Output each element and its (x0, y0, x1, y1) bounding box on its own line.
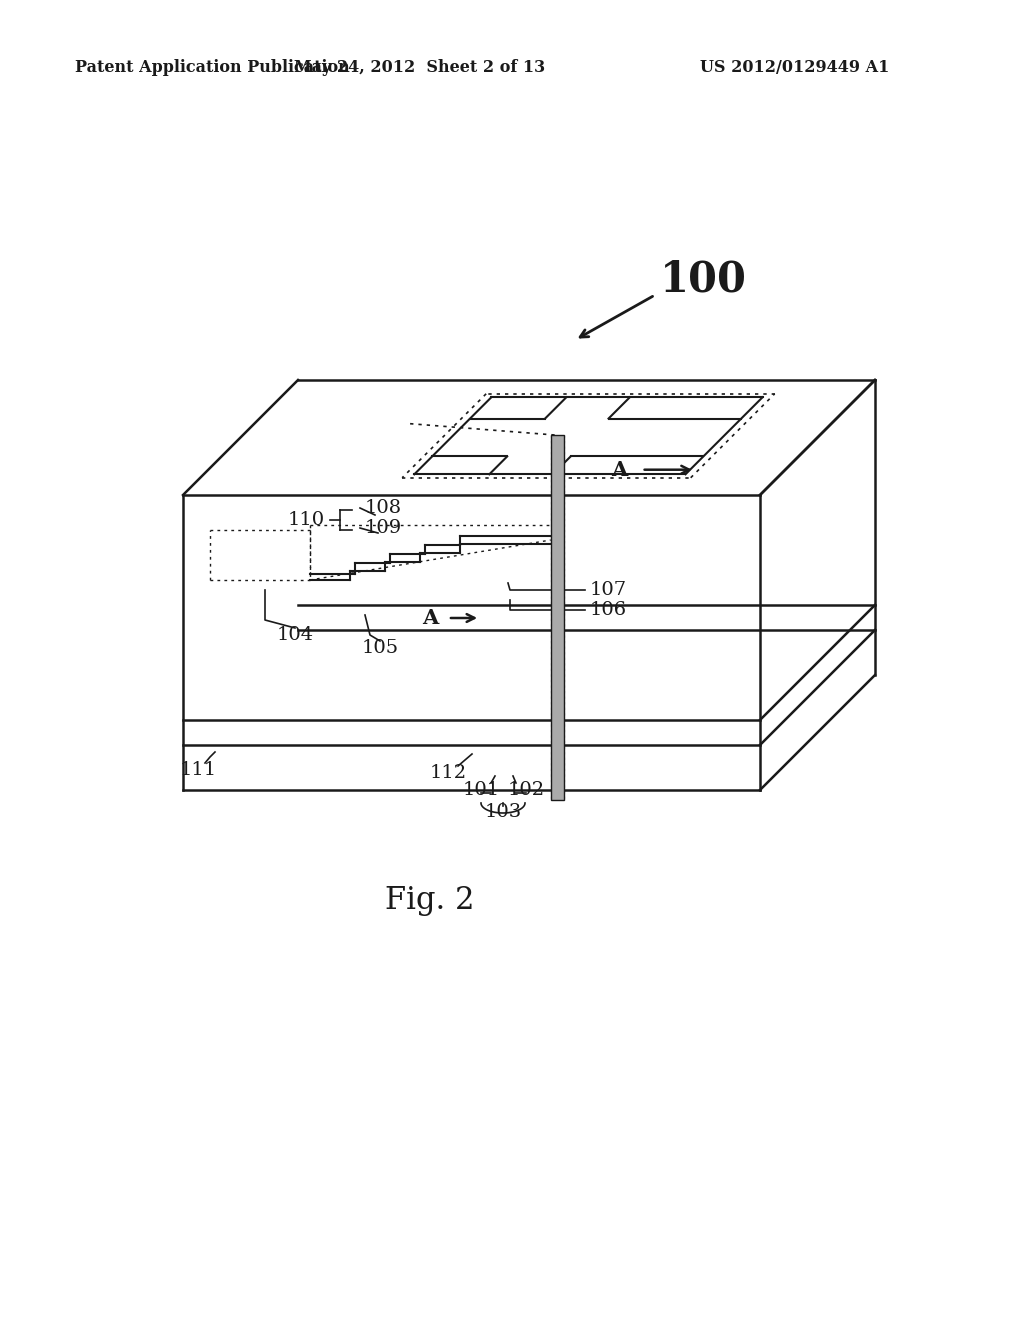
Text: 104: 104 (276, 626, 313, 644)
Text: 103: 103 (484, 803, 521, 821)
Text: 102: 102 (508, 781, 545, 799)
Text: May 24, 2012  Sheet 2 of 13: May 24, 2012 Sheet 2 of 13 (295, 59, 546, 77)
Text: 105: 105 (361, 639, 398, 657)
Text: 100: 100 (660, 259, 746, 301)
Text: US 2012/0129449 A1: US 2012/0129449 A1 (700, 59, 890, 77)
Text: A: A (422, 609, 438, 628)
Text: Patent Application Publication: Patent Application Publication (75, 59, 350, 77)
Text: 106: 106 (590, 601, 627, 619)
Text: 108: 108 (365, 499, 402, 517)
Text: Fig. 2: Fig. 2 (385, 884, 475, 916)
Text: 101: 101 (463, 781, 500, 799)
Text: A: A (611, 459, 628, 479)
Text: 107: 107 (590, 581, 627, 599)
Text: 111: 111 (179, 762, 216, 779)
Text: 112: 112 (429, 764, 467, 781)
Text: 110: 110 (288, 511, 325, 529)
Polygon shape (551, 436, 564, 800)
Text: 109: 109 (365, 519, 402, 537)
